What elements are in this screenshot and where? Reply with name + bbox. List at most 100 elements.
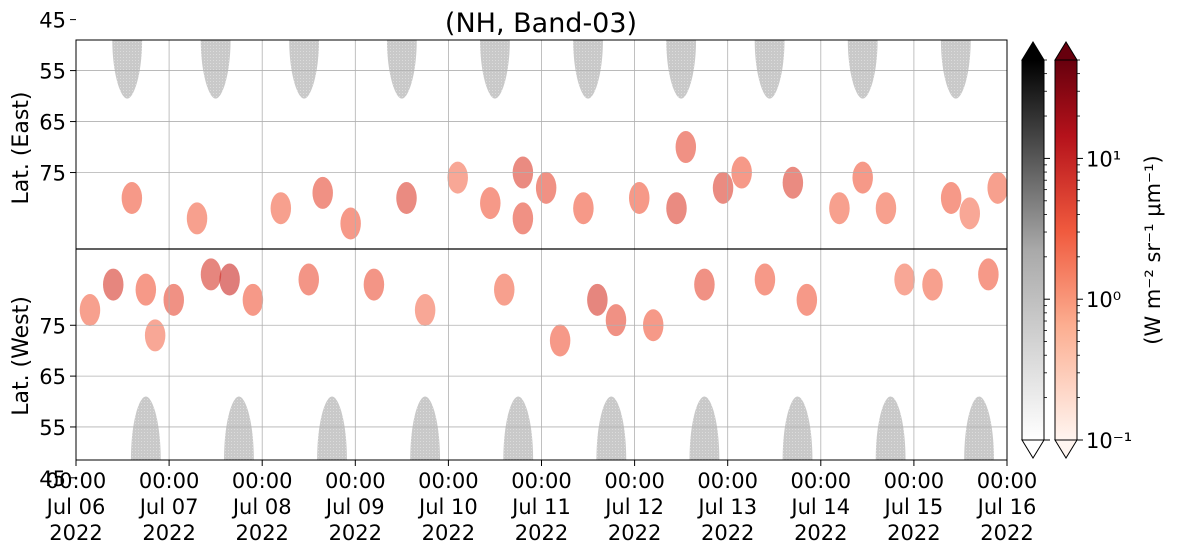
x-tick-label-line: 2022 [980, 521, 1033, 545]
x-tick-label: 00:00 Jul 14 2022 [789, 469, 851, 545]
x-tick-label-line: 00:00 [325, 469, 386, 493]
y-tick-label: 45 [39, 467, 66, 491]
aurora-blob [875, 192, 897, 225]
x-tick-label-line: Jul 15 [883, 495, 944, 519]
x-tick-label-line: 2022 [608, 521, 661, 545]
y-tick-label: 45 [39, 9, 66, 33]
x-tick-label: 00:00 Jul 16 2022 [976, 469, 1038, 545]
daylight-lobe [754, 40, 785, 99]
daylight-lobe [847, 40, 878, 99]
x-tick-label-line: 2022 [49, 521, 102, 545]
x-tick-label: 00:00 Jul 09 2022 [324, 469, 386, 545]
grid-layer [76, 40, 1007, 460]
x-tick-label-line: 2022 [235, 521, 288, 545]
aurora-blob [102, 268, 124, 301]
daylight-lobe [964, 396, 994, 460]
x-tick-label-line: 00:00 [791, 469, 852, 493]
colorbar-greys-extend-bottom [1021, 439, 1045, 459]
daylight-lobe [112, 40, 143, 99]
aurora-blob [675, 131, 697, 164]
y-ticks-layer: 45 55 65 75 75 65 55 45 [39, 9, 76, 491]
aurora-layer [79, 131, 1007, 357]
aurora-blob [782, 166, 804, 199]
aurora-blob [219, 263, 240, 296]
x-tick-label-line: 2022 [142, 521, 195, 545]
y-axis-label-east: Lat. (East) [9, 92, 34, 205]
x-tick-label: 00:00 Jul 13 2022 [696, 469, 758, 545]
x-tick-label-line: 00:00 [884, 469, 945, 493]
daylight-lobe [596, 396, 627, 460]
x-tick-label-line: 00:00 [697, 469, 758, 493]
x-tick-label-line: Jul 08 [231, 495, 292, 519]
aurora-blob [242, 283, 264, 316]
aurora-blob [796, 283, 818, 316]
aurora-blob [396, 182, 417, 215]
x-tick-label-line: Jul 10 [417, 495, 478, 519]
daylight-lobe [130, 396, 161, 460]
x-tick-label-line: Jul 14 [789, 495, 850, 519]
aurora-blob [852, 161, 873, 194]
aurora-blob [754, 263, 776, 296]
aurora-blob [549, 324, 571, 357]
y-tick-label: 55 [39, 416, 66, 440]
aurora-blob [494, 273, 515, 306]
aurora-blob [363, 268, 385, 301]
x-tick-label-line: Jul 07 [138, 495, 199, 519]
daylight-lobe [875, 396, 906, 460]
x-tick-label-line: 00:00 [977, 469, 1038, 493]
aurora-blob [694, 268, 715, 301]
aurora-blob [480, 187, 501, 220]
x-tick-label: 00:00 Jul 10 2022 [417, 469, 479, 545]
aurora-blob [922, 268, 943, 301]
x-tick-label-line: Jul 09 [324, 495, 385, 519]
x-tick-label-line: 00:00 [604, 469, 665, 493]
x-tick-label-line: 00:00 [139, 469, 200, 493]
aurora-blob [447, 161, 468, 194]
aurora-blob [186, 202, 208, 235]
daylight-lobe [289, 40, 319, 99]
aurora-blob [535, 171, 557, 204]
y-tick-label: 65 [39, 365, 66, 389]
aurora-blob [605, 304, 627, 337]
aurora-blob [121, 182, 143, 215]
colorbar-reds-body [1054, 59, 1078, 441]
aurora-blob [987, 171, 1007, 204]
colorbar-greys [1021, 41, 1045, 459]
colorbar-reds [1054, 41, 1078, 459]
aurora-blob [959, 197, 981, 230]
x-tick-label-line: 00:00 [46, 469, 107, 493]
y-tick-label: 75 [39, 162, 66, 186]
colorbar-ticks-layer: 10⁻¹ 10⁰ 10¹ [1044, 59, 1132, 453]
x-tick-label-line: 00:00 [511, 469, 572, 493]
aurora-blob [629, 182, 650, 215]
colorbar-greys-body [1021, 59, 1045, 441]
daylight-lobe [200, 40, 231, 99]
colorbar-tick-label: 10⁻¹ [1086, 429, 1132, 453]
daylight-lobe [386, 40, 417, 99]
x-tick-label-line: 00:00 [232, 469, 293, 493]
aurora-blob [512, 202, 534, 235]
aurora-blob [135, 273, 157, 306]
colorbar-reds-extend-bottom [1054, 439, 1078, 459]
aurora-blob [573, 192, 594, 225]
y-axis-label-west: Lat. (West) [9, 296, 34, 416]
colorbar-greys-extend-top [1021, 41, 1045, 61]
aurora-blob [79, 294, 101, 327]
daylight-lobe [410, 396, 441, 460]
aurora-blob [940, 182, 962, 215]
colorbar-tick-label: 10¹ [1086, 147, 1121, 171]
x-tick-label-line: Jul 11 [510, 495, 571, 519]
aurora-blob [414, 294, 436, 327]
x-tick-label-line: 2022 [794, 521, 847, 545]
x-tick-label-line: 2022 [329, 521, 382, 545]
aurora-blob [200, 258, 222, 291]
colorbar-tick-label: 10⁰ [1086, 288, 1121, 312]
aurora-blob [298, 263, 319, 296]
aurora-blob [829, 192, 850, 225]
x-tick-label-line: 2022 [422, 521, 475, 545]
x-tick-label: 00:00 Jul 07 2022 [138, 469, 200, 545]
plot-area [76, 40, 1007, 460]
daylight-lobe [503, 396, 534, 460]
